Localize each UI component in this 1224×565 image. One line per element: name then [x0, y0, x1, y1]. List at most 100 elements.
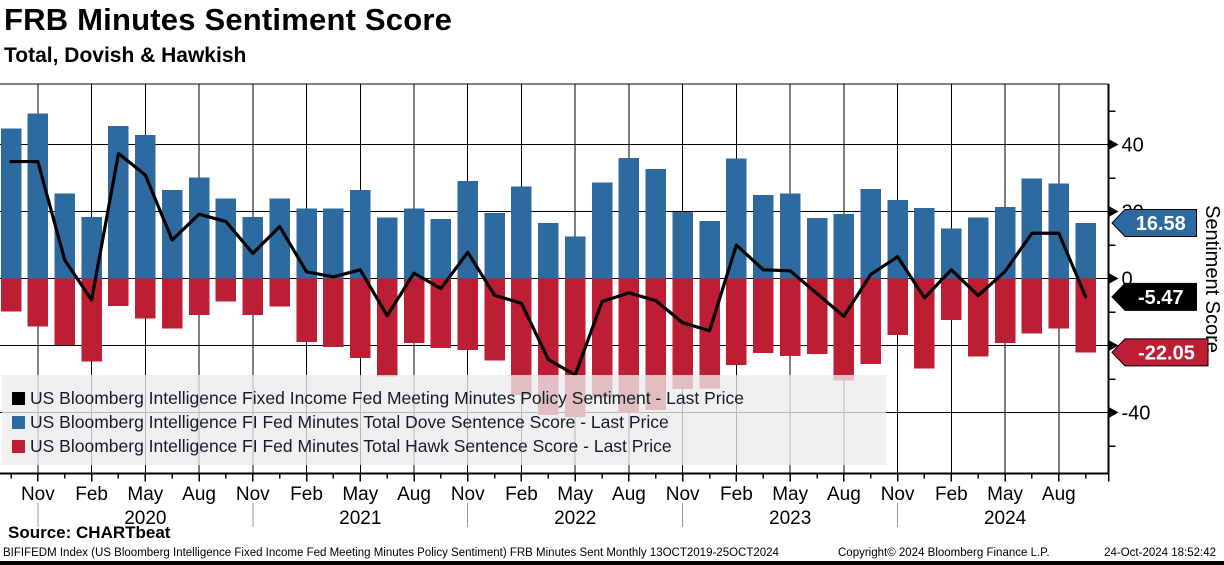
dove-bar — [941, 228, 962, 279]
dove-bar — [27, 113, 49, 279]
y-tick-arrow — [1109, 407, 1119, 418]
dove-bar — [564, 236, 586, 279]
legend-item-dove[interactable]: US Bloomberg Intelligence FI Fed Minutes… — [2, 410, 886, 434]
dove-bar — [511, 186, 532, 279]
dove-bar — [484, 213, 505, 279]
dove-bar — [618, 158, 640, 279]
hawk-bar — [54, 278, 75, 346]
dove-bar — [54, 193, 75, 279]
hawk-series-swatch — [12, 439, 25, 453]
legend-item-total[interactable]: US Bloomberg Intelligence Fixed Income F… — [2, 386, 886, 410]
hawk-bar — [27, 278, 49, 327]
y-tick-label: 0 — [1122, 269, 1133, 291]
x-axis-ticks — [10, 473, 1110, 482]
y-tick-arrow — [1109, 340, 1119, 351]
total-sentiment-line — [9, 151, 1088, 377]
year-label: 2023 — [769, 508, 811, 529]
dove-bar — [161, 190, 183, 279]
dove-bar — [967, 217, 989, 279]
dove-bar — [779, 193, 801, 279]
hawk-bar — [753, 278, 774, 354]
x-axis-labels: Nov Feb May Aug Nov Feb May Aug Nov Feb May Aug Nov F… — [21, 484, 1076, 529]
y-tick-arrow — [1109, 139, 1119, 150]
window-bottom-edge — [0, 561, 1224, 565]
hawk-bar — [269, 278, 290, 307]
month-tick-label: Nov — [881, 484, 915, 505]
dove-bar — [269, 198, 290, 279]
year-dividers — [37, 503, 899, 527]
total-series-swatch — [12, 391, 25, 405]
dove-bar — [753, 195, 774, 279]
dove-bar — [645, 168, 667, 279]
dove-bar — [323, 208, 344, 279]
month-tick-label: May — [772, 484, 808, 505]
page-title: FRB Minutes Sentiment Score — [4, 2, 453, 37]
footer-index-description: BIFIFEDM Index (US Bloomberg Intelligenc… — [3, 547, 779, 559]
hawk-bar — [242, 278, 264, 316]
hawk-bars — [0, 278, 1096, 417]
hawk-bar — [699, 278, 720, 389]
value-badge — [1111, 282, 1197, 311]
hawk-bar — [350, 278, 371, 359]
value-badge-label: 16.58 — [1136, 213, 1186, 235]
dove-series-swatch — [12, 415, 25, 429]
dove-bar — [833, 214, 855, 279]
legend-item-hawk[interactable]: US Bloomberg Intelligence FI Fed Minutes… — [2, 434, 886, 458]
hawk-bar — [967, 278, 989, 357]
month-tick-label: Aug — [1042, 484, 1076, 505]
month-tick-label: Aug — [612, 484, 646, 505]
dove-bar — [1021, 178, 1043, 279]
dove-bar — [81, 216, 102, 279]
hawk-bar — [135, 278, 156, 319]
y-tick-arrow — [1109, 273, 1119, 284]
dove-bars — [0, 113, 1096, 279]
hawk-bar — [323, 278, 344, 347]
hawk-bar — [296, 278, 317, 342]
dove-bar — [1048, 183, 1070, 279]
dove-bar — [806, 218, 828, 279]
hawk-bar — [1075, 278, 1096, 353]
month-tick-label: Nov — [451, 484, 485, 505]
year-label: 2021 — [339, 508, 381, 529]
month-tick-label: Aug — [182, 484, 216, 505]
month-tick-label: Nov — [666, 484, 700, 505]
hawk-bar — [430, 278, 452, 349]
hawk-bar — [161, 278, 183, 329]
dove-bar — [538, 223, 559, 279]
dove-bar — [591, 182, 613, 279]
page-subtitle: Total, Dovish & Hawkish — [4, 44, 247, 67]
dove-bar — [726, 158, 747, 279]
source-label: Source: CHARTbeat — [8, 523, 171, 542]
legend-item-label: US Bloomberg Intelligence Fixed Income F… — [30, 388, 744, 408]
dove-bar — [376, 217, 398, 279]
dove-bar — [994, 206, 1016, 279]
month-tick-label: Nov — [21, 484, 55, 505]
dove-bar — [699, 220, 720, 279]
legend-item-label: US Bloomberg Intelligence FI Fed Minutes… — [30, 436, 672, 456]
hawk-bar — [1021, 278, 1043, 334]
hawk-bar — [511, 278, 532, 396]
dove-bar — [403, 208, 425, 279]
year-label: 2024 — [984, 508, 1027, 529]
legend-item-label: US Bloomberg Intelligence FI Fed Minutes… — [30, 412, 669, 432]
hawk-bar — [108, 278, 129, 306]
hawk-bar — [215, 278, 237, 302]
hawk-bar — [457, 278, 478, 350]
hawk-bar — [484, 278, 505, 361]
y-tick-label: 40 — [1122, 135, 1144, 157]
hawk-bar — [914, 278, 935, 369]
month-tick-label: May — [342, 484, 378, 505]
dove-bar — [1075, 222, 1096, 279]
dove-bar — [914, 208, 935, 279]
footer-timestamp: 24-Oct-2024 18:52:42 — [1104, 547, 1216, 559]
hawk-bar — [1048, 278, 1070, 329]
y-axis-ticks: 40200-20-40 — [1108, 110, 1150, 447]
hawk-bar — [833, 278, 855, 381]
dove-bar — [135, 135, 156, 279]
hawk-bar — [994, 278, 1016, 344]
value-badge-label: -22.05 — [1138, 342, 1195, 364]
month-tick-label: May — [987, 484, 1023, 505]
hawk-bar — [591, 278, 613, 398]
month-tick-label: Feb — [935, 484, 968, 505]
